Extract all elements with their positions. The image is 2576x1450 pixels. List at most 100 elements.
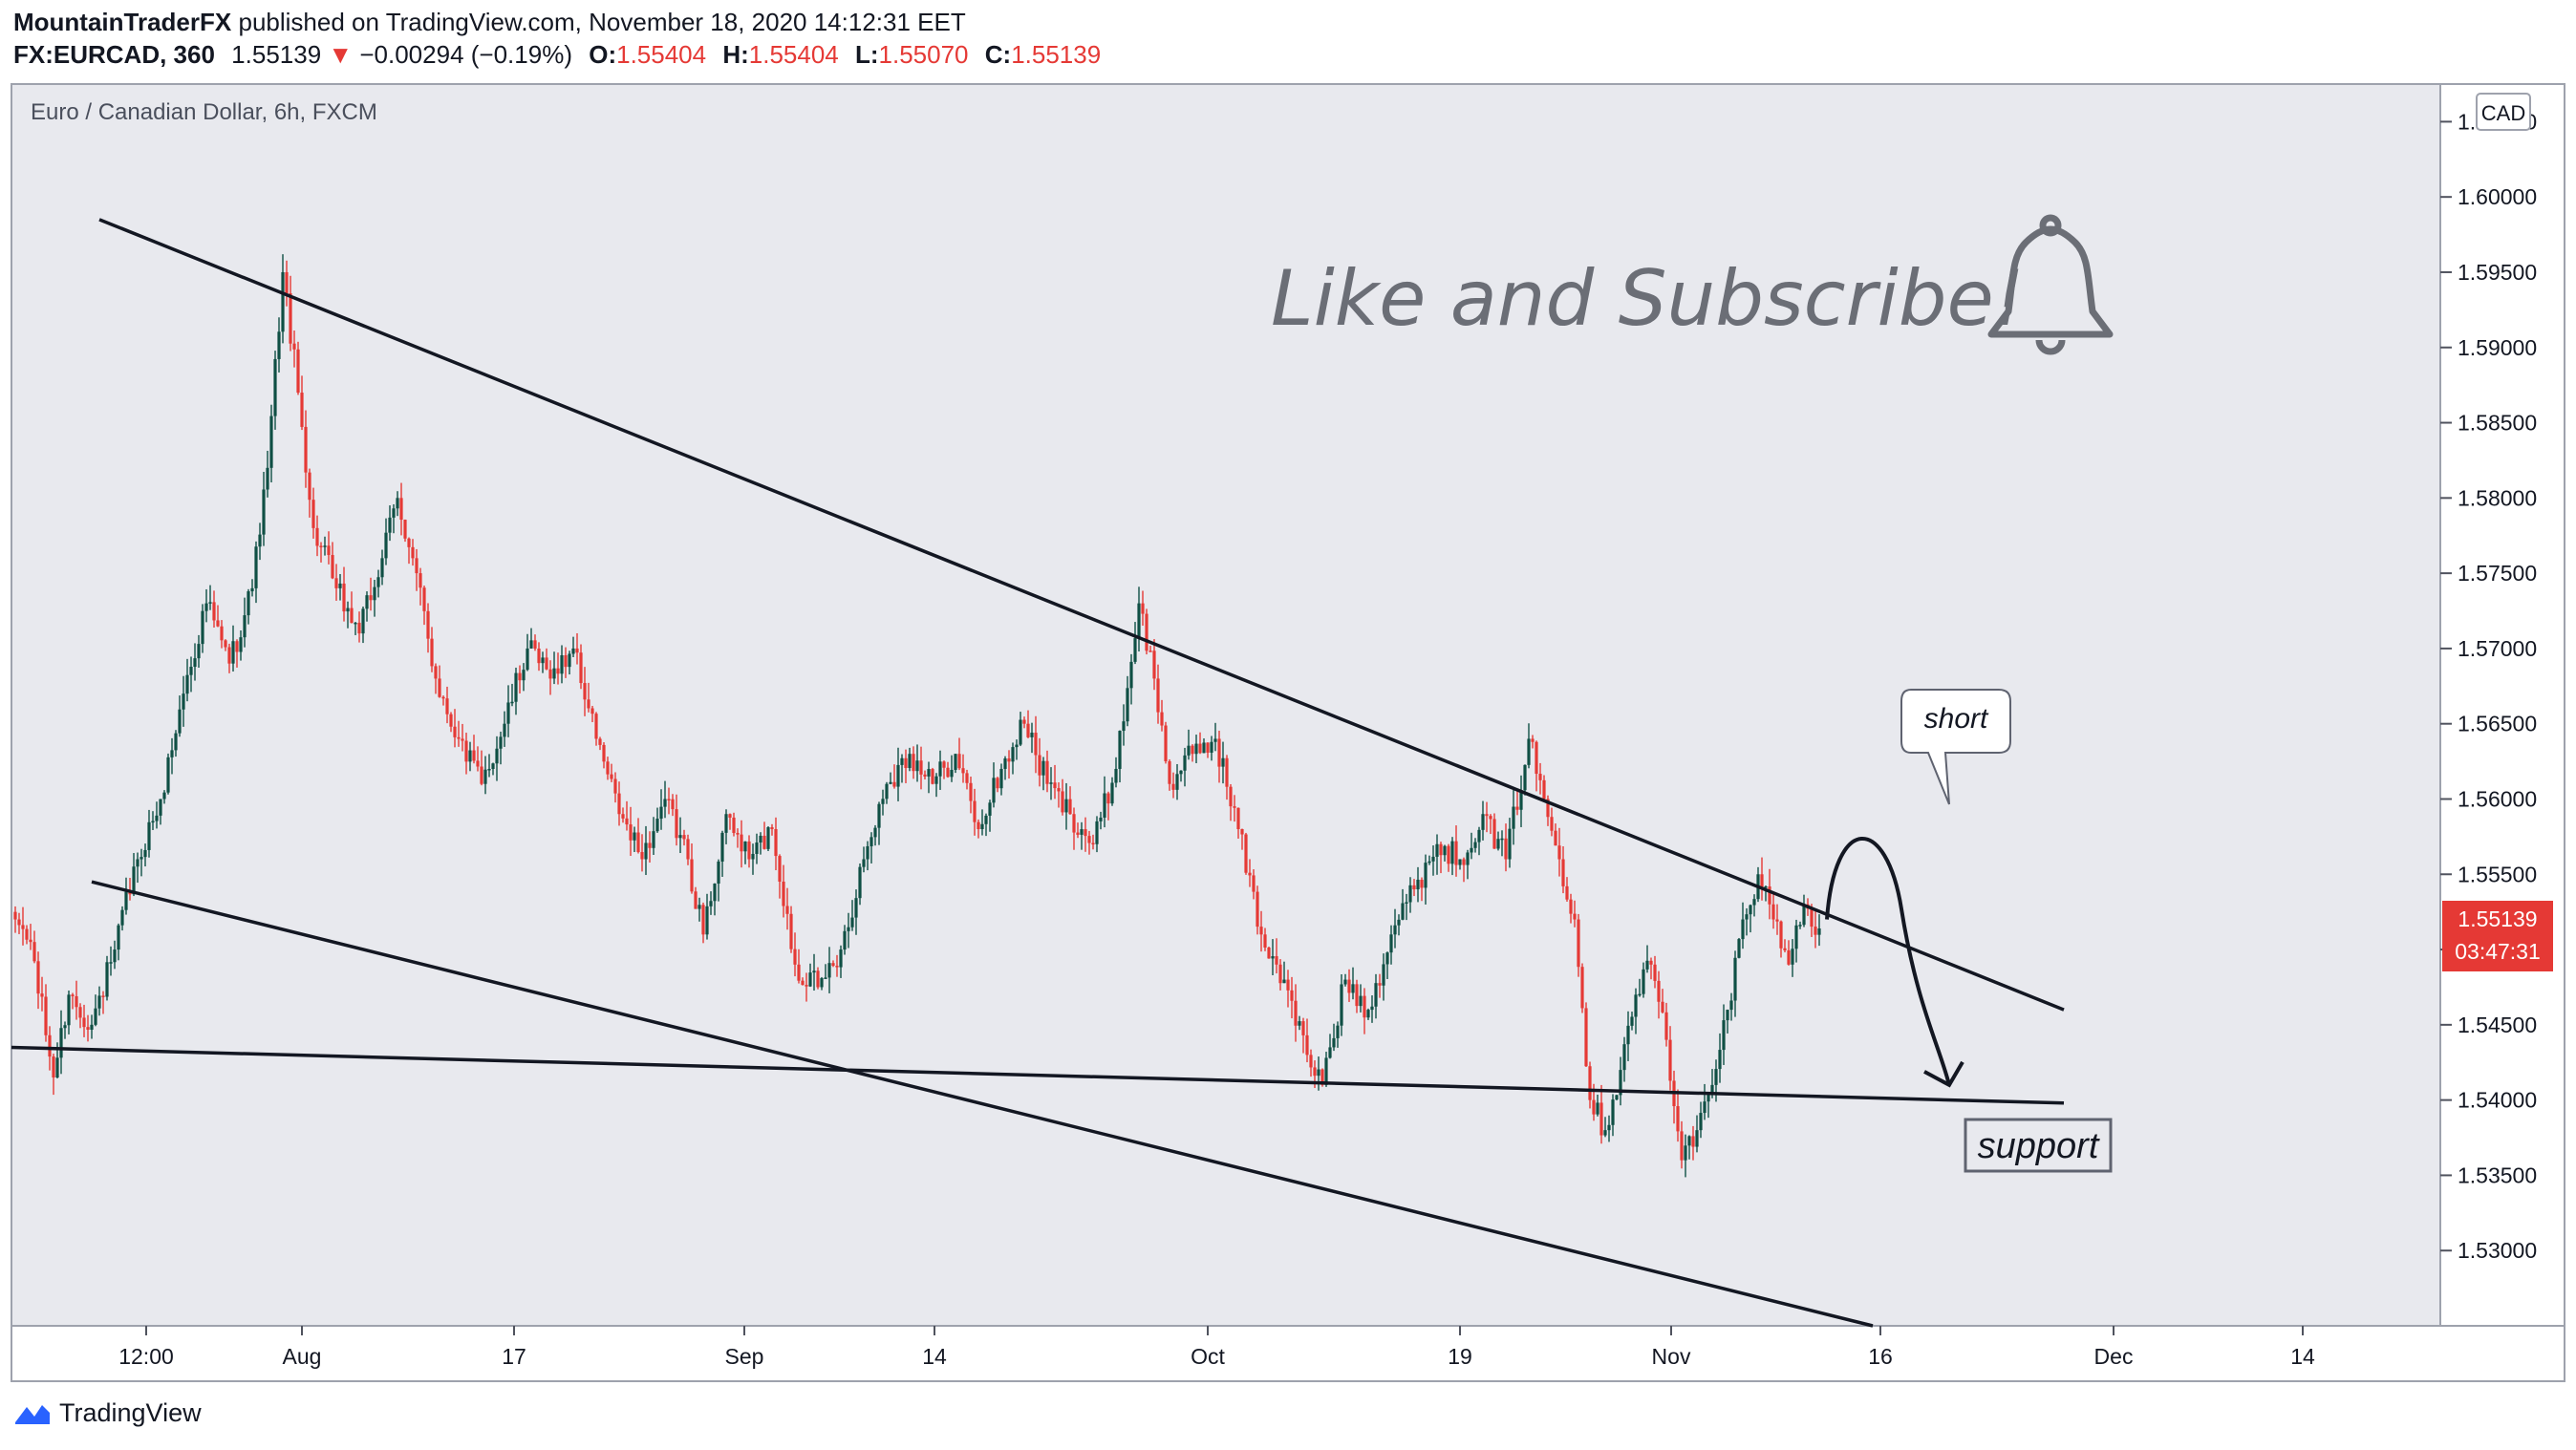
candle-body <box>262 489 266 535</box>
candle-body <box>52 1056 55 1077</box>
candle-body <box>847 927 850 931</box>
candle-body <box>568 653 571 668</box>
candle-body <box>342 583 346 612</box>
author-name[interactable]: MountainTraderFX <box>13 8 232 36</box>
candle-body <box>1745 914 1749 920</box>
candle-body <box>713 884 717 902</box>
candle-body <box>1045 760 1049 784</box>
high-label: H: <box>722 40 749 69</box>
candle-body <box>1515 806 1519 810</box>
short-callout[interactable]: short <box>1900 689 2011 805</box>
candle-body <box>1802 904 1806 926</box>
candle-body <box>415 558 419 574</box>
candle-body <box>705 906 709 935</box>
candle-body <box>961 768 965 774</box>
tradingview-logo[interactable]: TradingView <box>13 1398 202 1428</box>
candle-body <box>1389 934 1393 953</box>
bell-icon <box>1987 214 2114 355</box>
candle-body <box>1492 819 1496 849</box>
x-tick-label: Sep <box>725 1344 764 1369</box>
candle-body <box>1508 828 1512 860</box>
candle-body <box>1680 1131 1684 1161</box>
candle-body <box>709 901 713 906</box>
candle-body <box>801 980 805 986</box>
candle-body <box>143 849 147 858</box>
y-tick-label: 1.59000 <box>2458 335 2537 360</box>
candle-body <box>1206 742 1210 753</box>
candle-body <box>1221 757 1225 767</box>
candle-body <box>1489 816 1492 820</box>
candle-body <box>1122 721 1126 732</box>
candle-body <box>529 640 533 649</box>
candle-body <box>751 853 755 860</box>
candle-body <box>602 744 606 762</box>
candle-body <box>728 814 732 818</box>
short-label: short <box>1924 703 1989 735</box>
candle-body <box>1535 741 1538 775</box>
candle-body <box>896 764 900 787</box>
candle-body <box>805 985 808 987</box>
candle-body <box>254 546 258 588</box>
candle-body <box>1011 747 1015 762</box>
candle-body <box>266 467 269 490</box>
candle-body <box>1550 817 1554 831</box>
trendlines[interactable] <box>11 218 2065 1328</box>
candle-body <box>78 1007 82 1018</box>
candle-body <box>373 586 376 601</box>
candle-body <box>1481 814 1485 830</box>
candle-body <box>1240 829 1244 835</box>
candle-body <box>827 963 831 978</box>
candle-body <box>189 667 193 675</box>
candle-body <box>124 891 128 910</box>
candle-body <box>231 641 235 664</box>
candle-body <box>957 754 961 769</box>
candle-body <box>495 748 499 764</box>
candle-body <box>1619 1070 1622 1096</box>
candle-body <box>59 1028 63 1058</box>
candle-body <box>315 527 319 546</box>
candle-body <box>1332 1037 1336 1048</box>
x-tick-label: 14 <box>922 1344 947 1369</box>
candle-body <box>1160 712 1164 726</box>
time-axis[interactable] <box>11 1325 2565 1382</box>
candle-body <box>170 750 174 757</box>
candle-body <box>90 1024 94 1031</box>
candle-body <box>453 726 457 737</box>
currency-badge[interactable]: CAD <box>2476 93 2531 131</box>
candle-body <box>965 773 969 783</box>
support-callout[interactable]: support <box>1964 1118 2113 1173</box>
candle-body <box>1317 1069 1320 1077</box>
candle-body <box>388 517 392 533</box>
tradingview-label: TradingView <box>59 1398 202 1427</box>
x-tick-label: Dec <box>2094 1344 2134 1369</box>
candle-body <box>1355 984 1359 1007</box>
candle-body <box>850 917 854 928</box>
candle-body <box>1722 1020 1726 1051</box>
candle-body <box>1737 939 1741 958</box>
candle-body <box>1462 859 1466 865</box>
candle-body <box>82 1017 86 1028</box>
candle-body <box>1470 847 1473 853</box>
candle-body <box>331 555 334 579</box>
candle-body <box>938 761 942 777</box>
candle-body <box>1198 743 1202 754</box>
candle-body <box>950 769 954 778</box>
candle-body <box>506 702 510 724</box>
candle-body <box>1668 1039 1672 1081</box>
change-down-icon: ▼ <box>328 40 354 69</box>
candle-body <box>1466 852 1470 865</box>
candle-body <box>1229 786 1233 807</box>
candle-body <box>816 970 820 988</box>
candle-body <box>1416 879 1420 890</box>
support-label: support <box>1978 1126 2100 1166</box>
candle-body <box>1569 899 1573 914</box>
candle-body <box>178 709 182 734</box>
candle-body <box>105 962 109 997</box>
candle-body <box>1779 921 1783 949</box>
candle-body <box>1294 1000 1298 1026</box>
candle-body <box>224 640 227 648</box>
candle-body <box>1527 738 1531 765</box>
candle-body <box>1393 925 1397 935</box>
close-label: C: <box>984 40 1012 69</box>
